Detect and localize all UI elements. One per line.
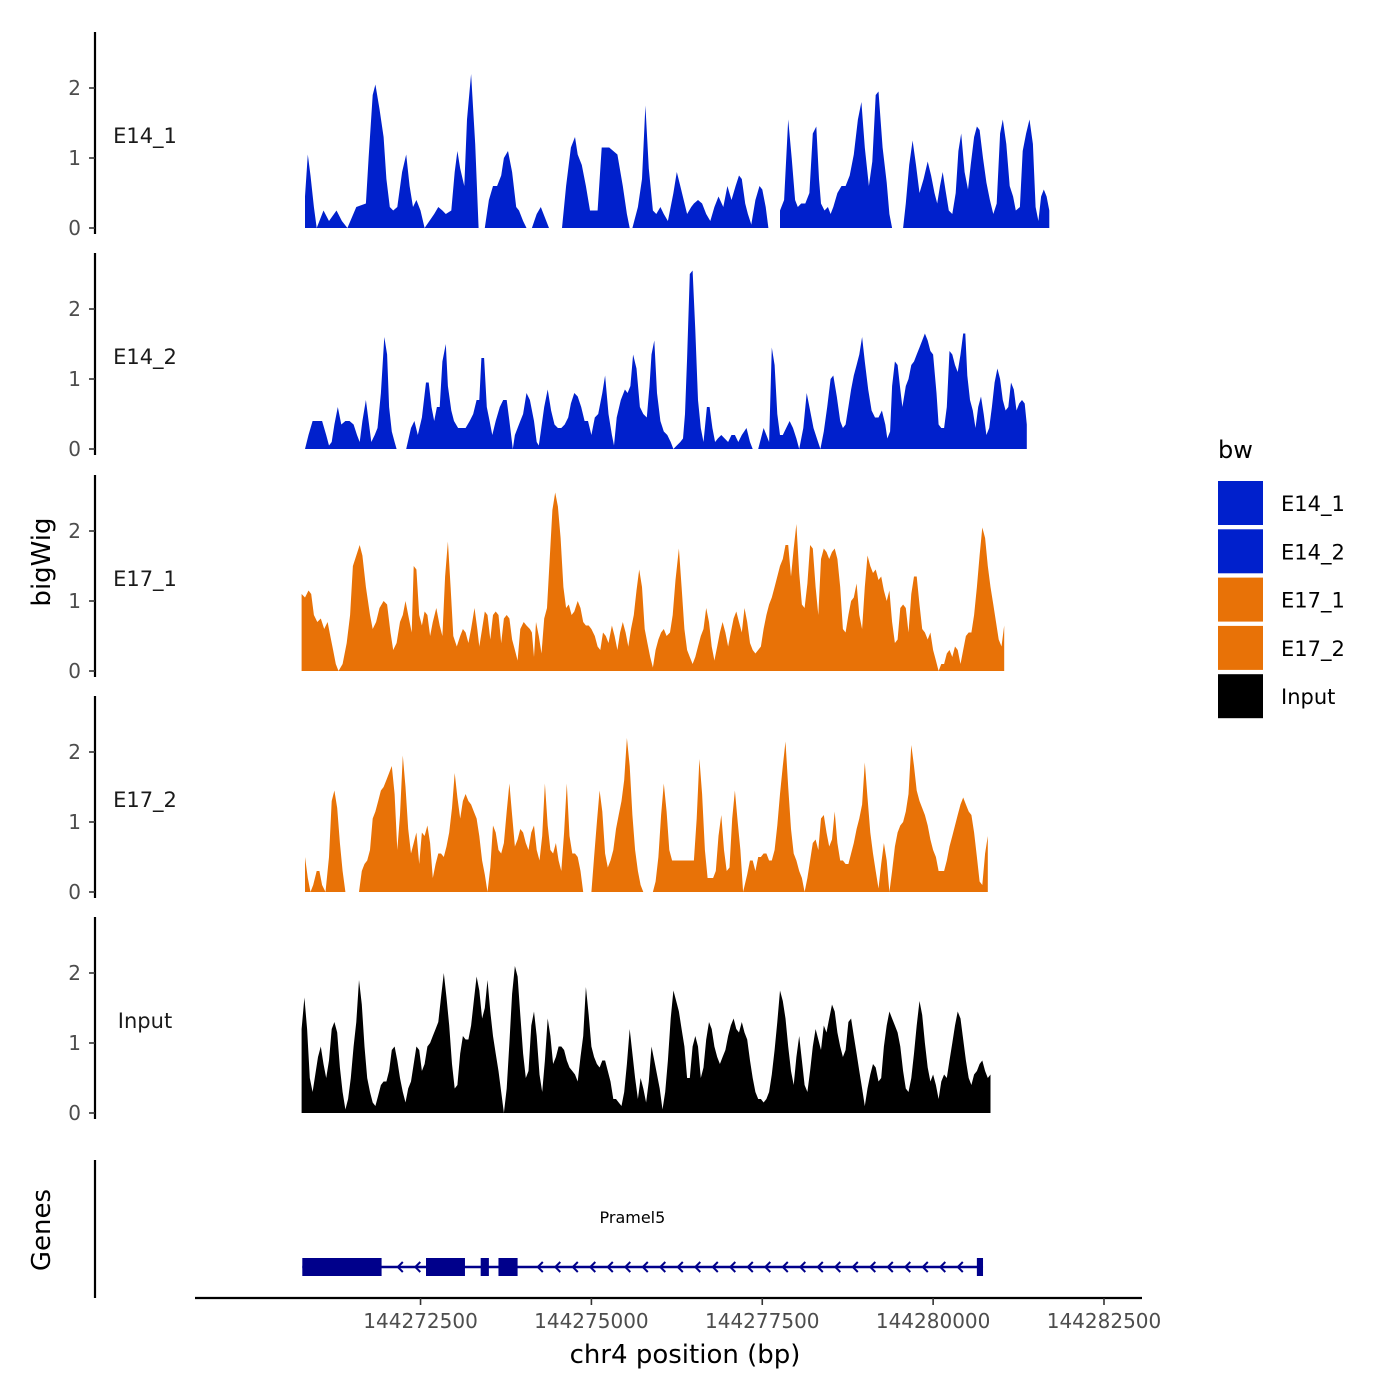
strand-arrow (886, 1261, 894, 1273)
y-tick-label: 0 (68, 659, 81, 683)
strand-arrow (781, 1261, 789, 1273)
x-axis: 144272500 144275000 144277500 144280000 1442… (195, 1296, 1162, 1333)
strand-arrow (938, 1261, 947, 1273)
strand-arrow (623, 1261, 632, 1273)
y-tick-label: 1 (68, 367, 81, 391)
strand-arrow (641, 1261, 649, 1273)
y-tick-label: 2 (68, 740, 81, 764)
legend-swatch-E17_2 (1218, 625, 1263, 670)
strand-arrow (536, 1261, 544, 1273)
strand-arrow (606, 1261, 614, 1273)
signal-area-E14_2 (305, 270, 1027, 449)
y-tick-label: 1 (68, 810, 81, 834)
x-tick-label: 144280000 (876, 1309, 991, 1333)
exon (302, 1258, 382, 1276)
strand-arrow (833, 1261, 842, 1273)
y-tick-label: 2 (68, 297, 81, 321)
exon (480, 1258, 489, 1276)
track-label: E14_2 (113, 345, 177, 370)
legend-label-E17_2: E17_2 (1281, 637, 1345, 662)
gene-track-title: Genes (27, 1189, 57, 1271)
strand-arrow (851, 1261, 859, 1273)
exon (976, 1258, 984, 1276)
y-tick-label: 0 (68, 437, 81, 461)
y-tick-label: 0 (68, 1101, 81, 1125)
bigwig-tracks: 0 1 2 E14_1 0 1 2 E14_2 0 1 2 E17_1 0 1 2 E17_2 0 1 2 Input (68, 32, 1050, 1125)
strand-arrow (413, 1261, 422, 1273)
strand-arrow (868, 1261, 877, 1273)
strand-arrow (553, 1261, 562, 1273)
y-tick-label: 2 (68, 76, 81, 100)
track-label: Input (118, 1009, 172, 1033)
signal-area-E17_1 (301, 492, 1005, 671)
y-axis-title: bigWig (27, 517, 57, 606)
strand-arrow (903, 1261, 912, 1273)
strand-arrow (676, 1261, 684, 1273)
strand-arrow (571, 1261, 579, 1273)
strand-arrow (921, 1261, 929, 1273)
x-axis-title: chr4 position (bp) (570, 1340, 801, 1370)
legend-label-E14_1: E14_1 (1281, 492, 1345, 517)
strand-arrow (711, 1261, 719, 1273)
track-Input: 0 1 2 Input (68, 917, 991, 1125)
y-tick-label: 1 (68, 146, 81, 170)
signal-area-E17_2 (305, 738, 988, 892)
y-tick-label: 0 (68, 880, 81, 904)
y-tick-label: 1 (68, 1031, 81, 1055)
exon (498, 1258, 518, 1276)
strand-arrow (693, 1261, 702, 1273)
legend: bw E14_1 E14_2 E17_1 E17_2 Input (1218, 436, 1345, 719)
gene-label: Pramel5 (600, 1208, 666, 1227)
strand-arrow (396, 1261, 404, 1273)
track-E14_1: 0 1 2 E14_1 (68, 32, 1050, 240)
y-tick-label: 2 (68, 961, 81, 985)
x-tick-label: 144282500 (1047, 1309, 1162, 1333)
signal-area-Input (301, 966, 991, 1113)
track-label: E14_1 (113, 124, 177, 149)
track-E14_2: 0 1 2 E14_2 (68, 253, 1027, 461)
track-E17_2: 0 1 2 E17_2 (68, 696, 988, 904)
legend-swatch-Input (1218, 674, 1263, 719)
track-label: E17_2 (113, 788, 177, 813)
strand-arrow (816, 1261, 824, 1273)
exon (426, 1258, 465, 1276)
strand-arrow (746, 1261, 754, 1273)
y-tick-label: 1 (68, 589, 81, 613)
legend-swatch-E14_1 (1218, 481, 1263, 525)
legend-label-E14_2: E14_2 (1281, 540, 1345, 565)
y-tick-label: 2 (68, 519, 81, 543)
legend-swatch-E14_2 (1218, 529, 1263, 574)
strand-arrow (728, 1261, 737, 1273)
strand-arrow (658, 1261, 667, 1273)
strand-arrow (763, 1261, 772, 1273)
track-label: E17_1 (113, 567, 177, 592)
legend-swatch-E17_1 (1218, 577, 1263, 622)
strand-arrow (588, 1261, 597, 1273)
track-E17_1: 0 1 2 E17_1 (68, 475, 1005, 683)
y-tick-label: 0 (68, 216, 81, 240)
x-tick-label: 144277500 (705, 1309, 820, 1333)
signal-area-E14_1 (305, 74, 1050, 228)
legend-label-Input: Input (1281, 685, 1335, 709)
x-tick-label: 144272500 (363, 1309, 478, 1333)
gene-track: Pramel5 (93, 1160, 984, 1298)
strand-arrow (798, 1261, 807, 1273)
x-tick-label: 144275000 (534, 1309, 649, 1333)
strand-arrow (956, 1261, 964, 1273)
legend-title: bw (1218, 436, 1253, 464)
legend-label-E17_1: E17_1 (1281, 589, 1345, 614)
